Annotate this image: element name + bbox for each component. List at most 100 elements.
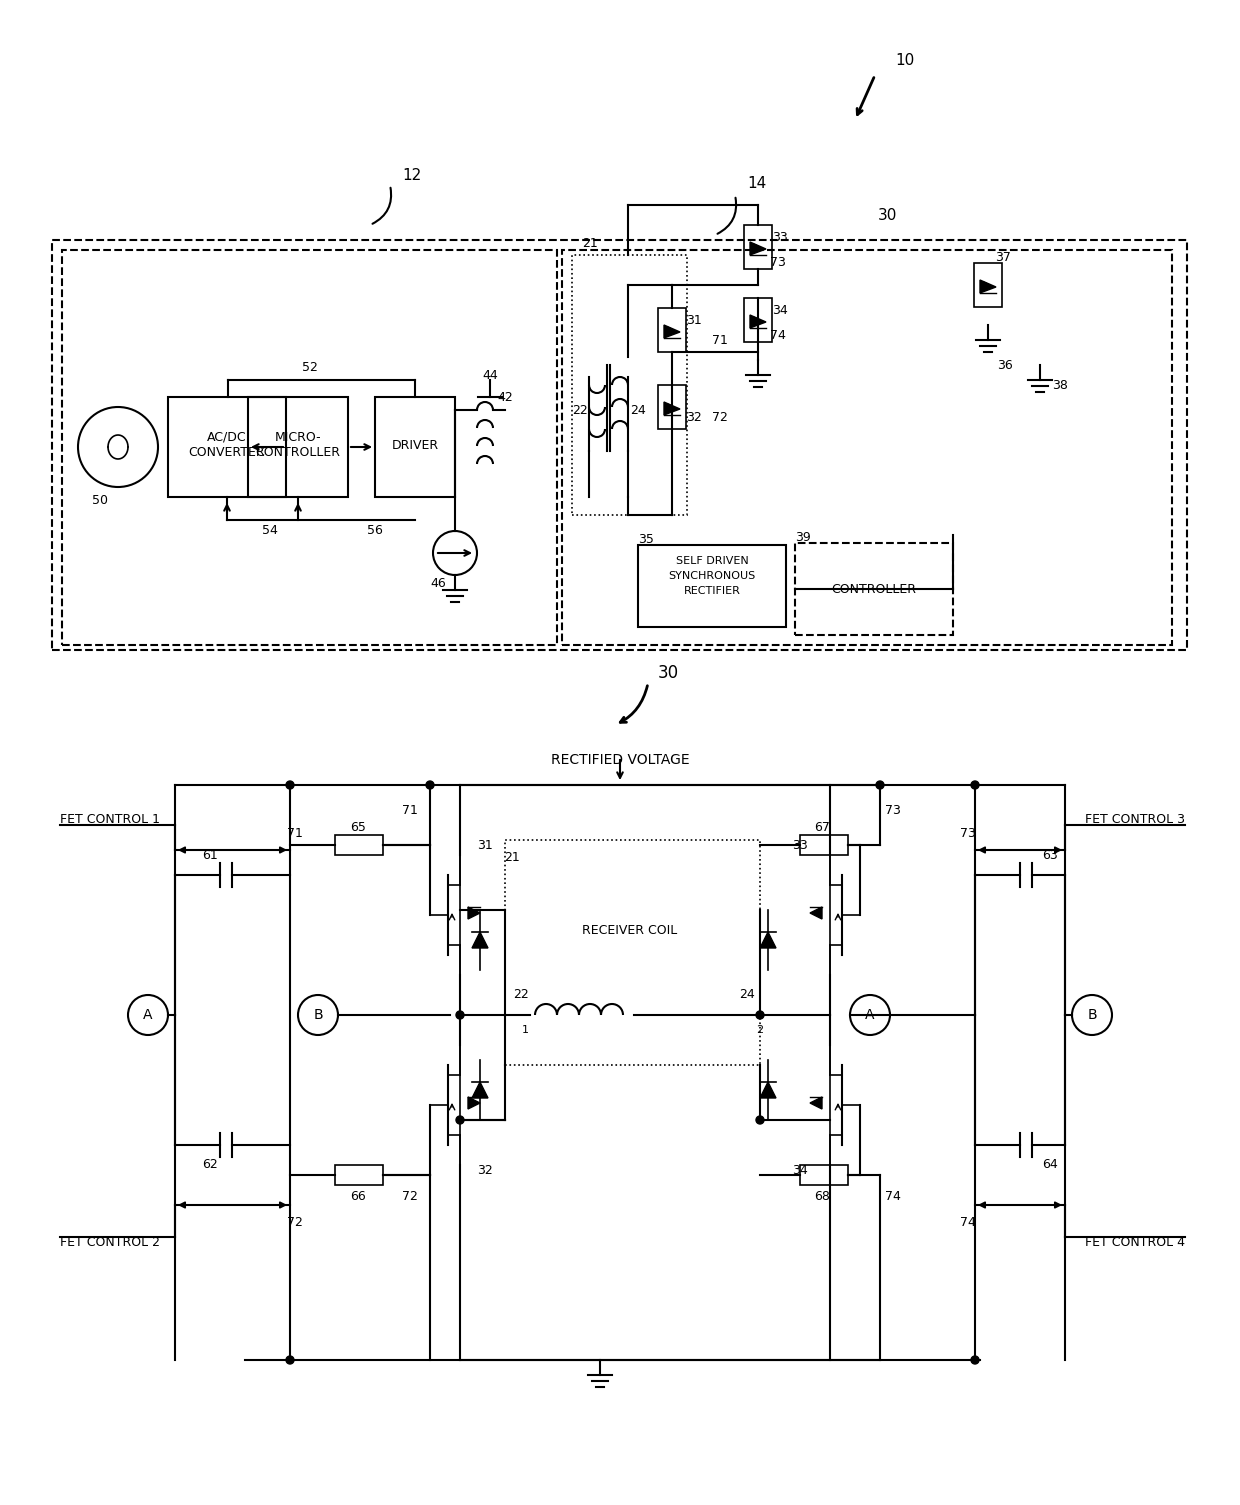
Bar [795,543,954,635]
Text: 71: 71 [402,804,418,817]
Text: 10: 10 [895,53,915,68]
Text: 33: 33 [792,838,808,852]
Text: 46: 46 [430,576,446,590]
Text: 32: 32 [477,1163,492,1177]
Text: 61: 61 [202,849,218,861]
Text: 35: 35 [639,533,653,545]
Text: 21: 21 [582,236,598,250]
Text: 31: 31 [686,313,702,327]
Text: 44: 44 [482,369,498,381]
Bar [374,397,455,497]
Text: B: B [314,1008,322,1022]
Bar [572,254,687,515]
Text: 72: 72 [288,1216,303,1230]
Polygon shape [980,280,996,293]
Text: 22: 22 [572,403,588,417]
Polygon shape [810,1097,822,1109]
Text: 74: 74 [960,1216,976,1230]
Bar [248,397,348,497]
Text: 24: 24 [630,403,646,417]
Text: 30: 30 [657,664,678,682]
Text: RECTIFIER: RECTIFIER [683,585,740,596]
Bar [505,840,760,1066]
Text: 30: 30 [878,208,898,223]
Text: 66: 66 [350,1190,366,1204]
Text: 68: 68 [815,1190,830,1204]
Text: 32: 32 [686,411,702,423]
Text: 50: 50 [92,494,108,507]
Text: 52: 52 [303,361,317,373]
Text: 71: 71 [288,826,303,840]
Text: 1: 1 [522,1025,528,1035]
Polygon shape [472,1082,489,1099]
Text: A: A [144,1008,153,1022]
Polygon shape [760,932,776,948]
Text: 65: 65 [350,820,366,834]
Bar [52,239,1187,650]
Text: 72: 72 [402,1190,418,1204]
Text: 2: 2 [756,1025,764,1035]
Text: 37: 37 [994,250,1011,263]
Text: DRIVER: DRIVER [392,438,439,452]
Text: 62: 62 [202,1159,218,1171]
Polygon shape [663,325,680,339]
Text: 56: 56 [367,524,383,536]
Circle shape [427,781,434,789]
Text: A: A [866,1008,874,1022]
Polygon shape [472,932,489,948]
Text: 54: 54 [262,524,278,536]
Bar [62,250,557,646]
Text: B: B [1087,1008,1097,1022]
Polygon shape [467,1097,480,1109]
Circle shape [456,1011,464,1019]
Text: 12: 12 [402,167,422,182]
Text: 34: 34 [773,304,787,316]
Bar [167,397,286,497]
Text: 33: 33 [773,230,787,244]
Circle shape [756,1117,764,1124]
Text: 72: 72 [712,411,728,423]
Text: MICRO-: MICRO- [275,430,321,444]
Polygon shape [467,908,480,920]
Bar [335,1165,383,1184]
Text: 74: 74 [770,328,786,342]
Text: FET CONTROL 3: FET CONTROL 3 [1085,813,1185,826]
Circle shape [286,781,294,789]
Text: 39: 39 [795,530,811,543]
Polygon shape [810,908,822,920]
Text: 22: 22 [513,989,529,1001]
Text: FET CONTROL 2: FET CONTROL 2 [60,1237,160,1249]
Text: 14: 14 [748,176,766,191]
Text: 21: 21 [505,850,520,864]
Text: FET CONTROL 1: FET CONTROL 1 [60,813,160,826]
Text: FET CONTROL 4: FET CONTROL 4 [1085,1237,1185,1249]
Text: CONVERTER: CONVERTER [188,445,265,459]
Polygon shape [750,242,766,254]
Polygon shape [750,315,766,328]
Text: 73: 73 [885,804,901,817]
Text: CONTROLLER: CONTROLLER [255,445,341,459]
Bar [335,835,383,855]
Circle shape [971,781,980,789]
Bar [639,545,786,628]
Text: 73: 73 [960,826,976,840]
Circle shape [756,1011,764,1019]
Circle shape [875,781,884,789]
Text: AC/DC: AC/DC [207,430,247,444]
Text: 74: 74 [885,1190,901,1204]
Text: 38: 38 [1052,378,1068,391]
Text: 73: 73 [770,256,786,268]
Bar [658,385,686,429]
Circle shape [286,1356,294,1364]
Circle shape [456,1117,464,1124]
Bar [800,1165,848,1184]
Text: 64: 64 [1042,1159,1058,1171]
Text: 71: 71 [712,334,728,346]
Bar [658,309,686,352]
Text: 67: 67 [815,820,830,834]
Polygon shape [663,402,680,415]
Bar [562,250,1172,646]
Text: 31: 31 [477,838,492,852]
Text: CONTROLLER: CONTROLLER [832,582,916,596]
Text: 36: 36 [997,358,1013,372]
